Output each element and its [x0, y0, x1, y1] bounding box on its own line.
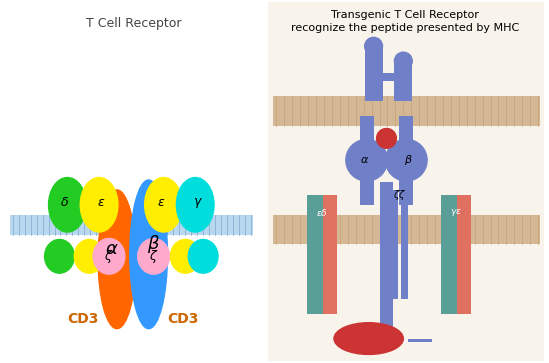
Ellipse shape: [145, 178, 182, 232]
Ellipse shape: [74, 240, 104, 273]
Text: $\gamma\varepsilon$: $\gamma\varepsilon$: [450, 207, 462, 218]
Bar: [189, 195, 201, 217]
Text: $\zeta$: $\zeta$: [104, 248, 114, 265]
Bar: [408, 339, 432, 342]
Ellipse shape: [80, 178, 118, 232]
Ellipse shape: [394, 52, 412, 70]
Ellipse shape: [44, 240, 74, 273]
Bar: [365, 46, 383, 101]
Bar: [109, 215, 125, 252]
Bar: [401, 190, 408, 299]
Bar: [323, 195, 337, 314]
Ellipse shape: [334, 323, 404, 354]
Bar: [399, 115, 413, 205]
Bar: [272, 96, 540, 126]
Bar: [457, 195, 470, 314]
Ellipse shape: [365, 37, 383, 55]
Bar: [379, 182, 394, 342]
Ellipse shape: [170, 240, 200, 273]
Bar: [10, 215, 253, 234]
Text: $\zeta$: $\zeta$: [149, 248, 158, 265]
Text: $\varepsilon\delta$: $\varepsilon\delta$: [316, 207, 328, 218]
Ellipse shape: [98, 190, 136, 329]
Bar: [267, 2, 544, 361]
Text: CD3: CD3: [68, 312, 99, 326]
Ellipse shape: [93, 238, 125, 274]
Text: $\varepsilon$: $\varepsilon$: [158, 196, 166, 209]
Ellipse shape: [176, 178, 214, 232]
Ellipse shape: [138, 238, 170, 274]
Ellipse shape: [130, 180, 167, 329]
Ellipse shape: [377, 129, 396, 148]
Bar: [391, 190, 399, 299]
Bar: [61, 195, 74, 217]
Bar: [307, 195, 323, 314]
Ellipse shape: [48, 178, 86, 232]
Text: $\beta$: $\beta$: [147, 233, 160, 256]
Ellipse shape: [385, 139, 427, 181]
Text: CD3: CD3: [167, 312, 199, 326]
Text: $\varepsilon$: $\varepsilon$: [97, 196, 105, 209]
Bar: [441, 195, 457, 314]
Ellipse shape: [346, 139, 388, 181]
Bar: [141, 215, 156, 252]
Bar: [394, 61, 412, 101]
Bar: [360, 115, 374, 205]
Bar: [103, 229, 115, 238]
Bar: [93, 195, 105, 217]
Bar: [272, 215, 540, 244]
Text: $\alpha$: $\alpha$: [360, 155, 369, 165]
Bar: [383, 73, 394, 81]
Text: $\zeta\zeta$: $\zeta\zeta$: [393, 188, 406, 202]
Bar: [148, 229, 160, 238]
Text: $\beta$: $\beta$: [404, 153, 413, 167]
Text: T Cell Receptor: T Cell Receptor: [86, 16, 182, 29]
Text: $\alpha$: $\alpha$: [105, 240, 119, 258]
Ellipse shape: [188, 240, 218, 273]
Bar: [158, 195, 170, 217]
Bar: [125, 217, 141, 233]
Text: Transgenic T Cell Receptor
recognize the peptide presented by MHC: Transgenic T Cell Receptor recognize the…: [291, 9, 519, 33]
Text: $\gamma$: $\gamma$: [193, 196, 203, 210]
Text: $\delta$: $\delta$: [60, 196, 69, 209]
